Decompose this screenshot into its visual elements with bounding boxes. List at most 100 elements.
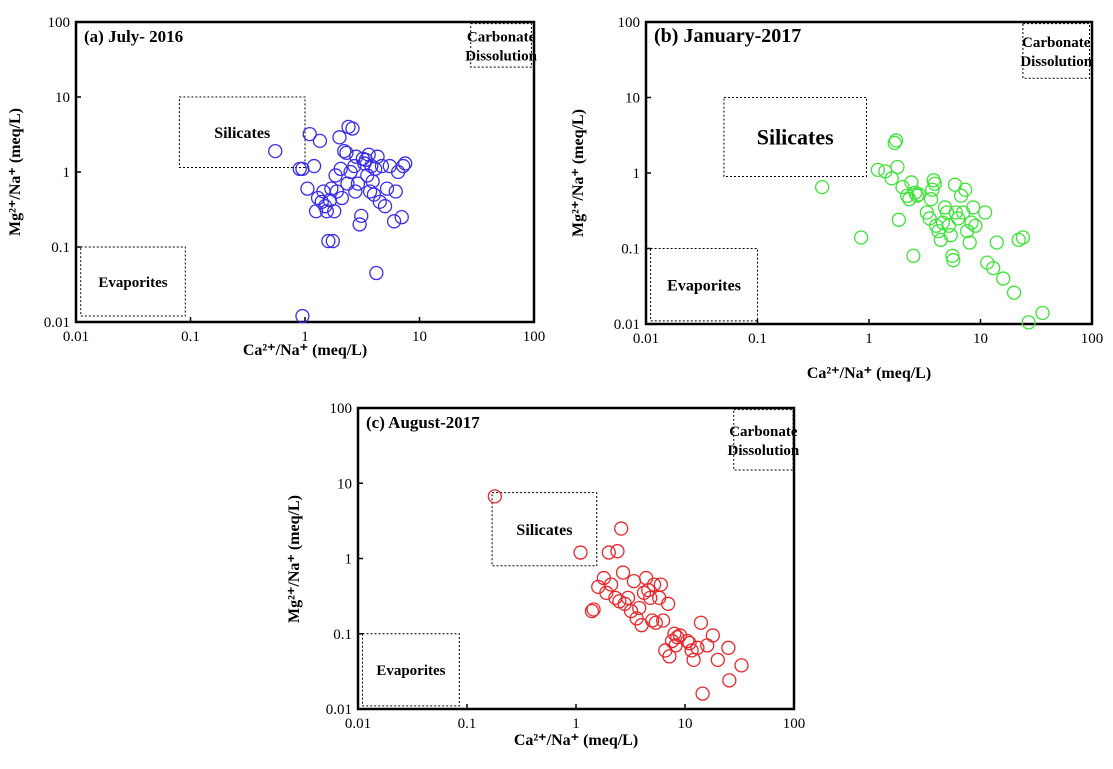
data-point	[623, 603, 639, 619]
data-point	[904, 175, 919, 190]
data-point	[487, 489, 502, 504]
data-point	[906, 248, 921, 263]
data-point	[614, 521, 629, 536]
y-tick-label: 100	[330, 401, 353, 417]
data-point	[700, 638, 715, 653]
data-point	[314, 194, 329, 209]
data-point	[888, 133, 904, 148]
x-axis-label: Ca²⁺/Na⁺ (meq/L)	[243, 342, 367, 359]
data-point	[337, 143, 352, 159]
y-tick-label: 10	[337, 476, 352, 492]
evaporites-label: Evaporites	[98, 275, 167, 291]
data-point	[1015, 230, 1031, 245]
data-point	[721, 640, 736, 655]
x-axis-label: Ca²⁺/Na⁺ (meq/L)	[807, 365, 931, 382]
data-point	[911, 187, 927, 202]
data-point	[361, 147, 376, 162]
data-point	[966, 200, 981, 215]
chart-panel-1: 0.010.01 0.1 0.1 1 1 10 10 100 100 Silicates Evapo…	[7, 15, 545, 359]
data-point	[895, 179, 910, 195]
data-point	[610, 544, 625, 559]
x-tick-label: 10	[973, 331, 988, 347]
data-point	[599, 585, 614, 600]
x-tick-label: 1	[865, 331, 873, 347]
carbonate-dissolution-label: Dissolution	[728, 443, 800, 459]
silicates-region-box	[491, 492, 598, 567]
x-tick-label: 1	[572, 716, 580, 732]
data-point	[710, 652, 725, 667]
data-point	[388, 184, 403, 199]
chart-panel-2: 0.010.01 0.1 0.1 1 1 10 10 100 100 Silicates Evapo…	[570, 15, 1103, 382]
data-point	[672, 628, 688, 643]
data-point	[890, 159, 905, 175]
data-point	[948, 205, 963, 220]
data-point	[295, 161, 310, 177]
y-tick-label: 100	[618, 15, 641, 31]
x-axis-label: Ca²⁺/Na⁺ (meq/L)	[514, 732, 638, 749]
data-point	[295, 308, 310, 324]
data-point	[292, 161, 307, 177]
data-point	[620, 590, 636, 605]
data-point	[333, 161, 348, 177]
data-point	[964, 215, 979, 230]
data-point	[943, 228, 958, 243]
data-point	[925, 182, 940, 197]
data-point	[705, 628, 720, 643]
data-point	[632, 600, 647, 616]
data-point	[348, 184, 363, 199]
carbonate-dissolution-label: Carbonate	[729, 424, 798, 440]
data-point	[615, 565, 631, 580]
data-point	[321, 233, 336, 249]
data-point	[693, 615, 709, 630]
y-tick-label: 0.1	[621, 242, 640, 258]
chart-panel-3: 0.010.01 0.1 0.1 1 1 10 10 100 100 Silicates Evapo…	[286, 401, 805, 749]
data-point	[334, 190, 350, 206]
data-point	[670, 630, 685, 645]
data-point	[374, 158, 390, 174]
y-tick-label: 100	[48, 15, 71, 31]
data-point	[680, 633, 695, 649]
evaporites-label: Evaporites	[667, 277, 741, 294]
data-point	[734, 658, 749, 673]
carbonate-dissolution-region-box	[1022, 23, 1091, 79]
x-tick-label: 1	[301, 329, 309, 345]
evaporites-region-box	[650, 248, 759, 322]
data-point	[386, 214, 402, 229]
data-point	[643, 590, 658, 605]
data-point	[350, 176, 366, 191]
x-tick-label: 10	[412, 329, 427, 345]
data-point	[986, 260, 1001, 276]
data-point	[667, 626, 682, 641]
data-point	[722, 673, 737, 688]
data-point	[923, 192, 939, 207]
data-point	[332, 130, 347, 145]
data-point	[354, 208, 369, 224]
carbonate-dissolution-label: Carbonate	[1022, 35, 1091, 51]
x-tick-label: 10	[678, 716, 693, 732]
y-tick-label: 1	[63, 165, 71, 181]
data-point	[645, 613, 660, 628]
x-tick-label: 0.01	[63, 329, 89, 345]
data-point	[319, 204, 334, 219]
x-tick-label: 0.01	[345, 716, 371, 732]
data-point	[584, 603, 600, 619]
data-point	[686, 652, 701, 667]
data-point	[946, 253, 961, 268]
y-tick-label: 0.1	[333, 627, 352, 643]
data-point	[339, 145, 354, 161]
data-point	[968, 218, 983, 233]
carbonate-dissolution-label: Dissolution	[1020, 54, 1092, 70]
y-tick-label: 1	[345, 552, 353, 568]
data-point	[327, 204, 342, 219]
data-point	[660, 596, 676, 611]
carbonate-dissolution-region-box	[733, 409, 794, 471]
data-point	[372, 194, 387, 209]
data-point	[1035, 305, 1050, 321]
data-point	[900, 188, 915, 203]
data-point	[306, 158, 322, 174]
data-point	[268, 143, 283, 159]
data-point	[655, 613, 671, 628]
y-tick-label: 1	[633, 166, 641, 182]
data-point	[662, 649, 677, 664]
carbonate-dissolution-label: Dissolution	[465, 48, 537, 64]
